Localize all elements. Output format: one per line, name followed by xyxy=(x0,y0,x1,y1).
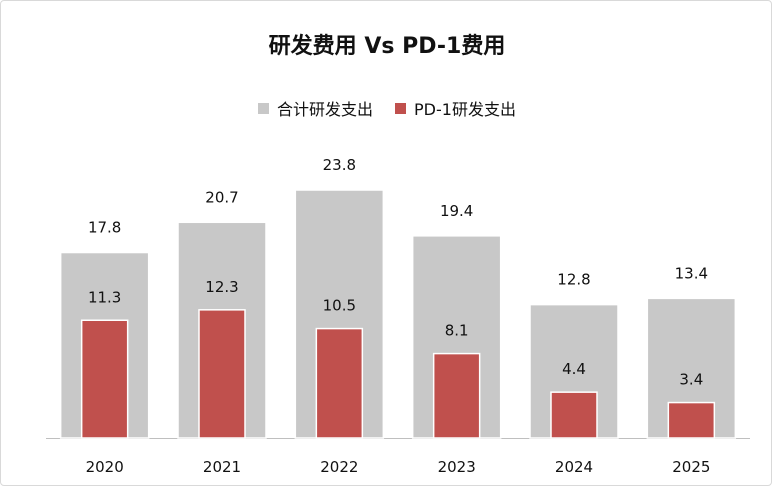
data-label-total-2024: 12.8 xyxy=(557,271,590,289)
data-label-total-2025: 13.4 xyxy=(675,264,708,282)
bar-pd1-2020 xyxy=(80,319,129,439)
data-label-total-2023: 19.4 xyxy=(440,202,473,220)
bar-pd1-2023 xyxy=(432,352,481,439)
chart-title: 研发费用 Vs PD-1费用 xyxy=(268,34,506,59)
data-label-total-2022: 23.8 xyxy=(323,156,356,174)
bar-pd1-2024 xyxy=(550,391,598,439)
x-tick-label-2023: 2023 xyxy=(438,458,476,476)
x-tick-label-2020: 2020 xyxy=(86,458,124,476)
legend-label-pd1: PD-1研发支出 xyxy=(414,100,516,119)
legend-label-total: 合计研发支出 xyxy=(277,100,374,119)
legend-item-total: 合计研发支出 xyxy=(258,96,373,120)
data-label-pd1-2020: 11.3 xyxy=(88,288,121,306)
bar-pd1-2022 xyxy=(315,327,364,439)
legend-swatch-pd1 xyxy=(395,102,407,114)
data-label-total-2020: 17.8 xyxy=(88,219,121,237)
x-tick-label-2021: 2021 xyxy=(203,458,241,476)
x-tick-label-2024: 2024 xyxy=(555,458,593,476)
bar-pd1-2021 xyxy=(198,309,246,439)
data-label-pd1-2025: 3.4 xyxy=(679,371,703,389)
bar-pd1-2025 xyxy=(667,401,716,439)
data-label-pd1-2021: 12.3 xyxy=(205,278,238,296)
x-tick-label-2025: 2025 xyxy=(672,458,710,476)
data-label-pd1-2022: 10.5 xyxy=(323,297,356,315)
legend-item-pd1: PD-1研发支出 xyxy=(395,96,516,120)
data-label-pd1-2024: 4.4 xyxy=(562,360,586,378)
legend-swatch-total xyxy=(258,102,270,114)
x-tick-label-2022: 2022 xyxy=(320,458,358,476)
data-label-total-2021: 20.7 xyxy=(205,188,238,206)
data-label-pd1-2023: 8.1 xyxy=(445,322,469,340)
legend: 合计研发支出 PD-1研发支出 xyxy=(0,96,774,120)
